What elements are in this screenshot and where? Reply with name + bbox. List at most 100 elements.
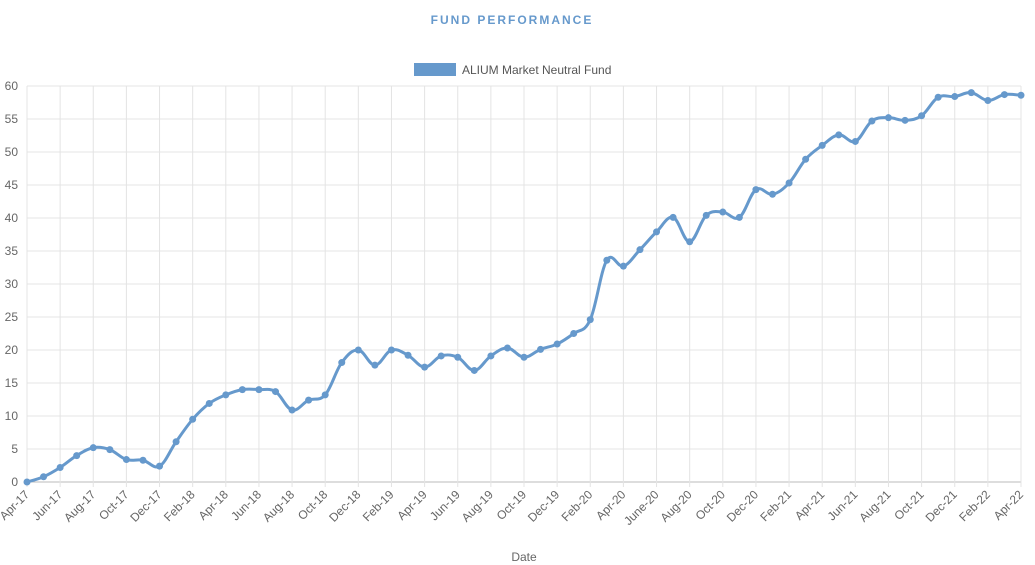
x-tick-label: June-20 xyxy=(621,487,662,528)
data-point[interactable] xyxy=(40,473,48,481)
data-point[interactable] xyxy=(735,213,743,221)
data-point[interactable] xyxy=(669,213,677,221)
data-point[interactable] xyxy=(769,190,776,198)
data-point[interactable] xyxy=(719,208,727,216)
data-point[interactable] xyxy=(951,93,959,101)
x-tick-label: Dec-19 xyxy=(525,487,562,524)
data-point[interactable] xyxy=(636,246,644,254)
data-point[interactable] xyxy=(354,346,362,354)
data-point[interactable] xyxy=(139,456,147,464)
x-tick-label: Feb-22 xyxy=(956,487,993,524)
x-axis-title: Date xyxy=(511,550,537,564)
x-tick-label: Apr-21 xyxy=(792,487,828,523)
data-point[interactable] xyxy=(503,344,511,352)
x-tick-label: Dec-17 xyxy=(127,487,164,524)
data-point[interactable] xyxy=(553,340,561,348)
y-tick-label: 20 xyxy=(5,343,19,357)
data-point[interactable] xyxy=(702,211,710,219)
data-point[interactable] xyxy=(785,179,793,187)
x-tick-label: Dec-18 xyxy=(326,487,363,524)
data-point[interactable] xyxy=(487,352,495,360)
data-point[interactable] xyxy=(586,316,594,324)
data-point[interactable] xyxy=(570,330,578,337)
data-point[interactable] xyxy=(288,406,296,414)
x-tick-label: Aug-17 xyxy=(61,487,98,524)
data-point[interactable] xyxy=(918,112,926,120)
data-point[interactable] xyxy=(238,386,246,394)
data-point[interactable] xyxy=(967,89,975,97)
data-point[interactable] xyxy=(835,131,843,139)
y-axis-ticks: 0 5 10 15 20 25 30 35 40 45 50 55 60 xyxy=(5,79,19,489)
data-point[interactable] xyxy=(122,456,130,464)
data-point[interactable] xyxy=(686,238,694,246)
x-tick-label: Jun-19 xyxy=(427,487,463,523)
data-point[interactable] xyxy=(56,463,64,471)
y-tick-label: 35 xyxy=(5,244,19,258)
data-point[interactable] xyxy=(884,114,892,122)
x-tick-label: Apr-18 xyxy=(196,487,232,523)
grid xyxy=(26,85,1022,487)
data-point[interactable] xyxy=(653,228,661,236)
data-point[interactable] xyxy=(305,396,313,404)
data-point[interactable] xyxy=(851,137,859,145)
y-tick-label: 40 xyxy=(5,211,19,225)
legend[interactable]: ALIUM Market Neutral Fund xyxy=(414,63,611,77)
data-point[interactable] xyxy=(470,366,478,374)
data-point[interactable] xyxy=(404,351,412,359)
chart-title: FUND PERFORMANCE xyxy=(431,13,594,27)
x-tick-label: Dec-21 xyxy=(923,487,960,524)
x-tick-label: Oct-19 xyxy=(494,487,530,523)
x-tick-label: Feb-18 xyxy=(161,487,198,524)
y-tick-label: 5 xyxy=(11,442,18,456)
data-point[interactable] xyxy=(537,345,545,353)
data-point[interactable] xyxy=(752,186,760,194)
x-tick-label: Apr-22 xyxy=(991,487,1027,523)
data-point[interactable] xyxy=(172,438,180,446)
data-point[interactable] xyxy=(454,353,462,361)
data-point[interactable] xyxy=(189,415,197,423)
data-point[interactable] xyxy=(205,399,213,407)
series-layer xyxy=(23,89,1025,486)
data-point[interactable] xyxy=(73,452,81,460)
y-tick-label: 10 xyxy=(5,409,19,423)
data-point[interactable] xyxy=(437,352,445,360)
data-point[interactable] xyxy=(272,388,279,396)
data-point[interactable] xyxy=(338,359,346,367)
data-point[interactable] xyxy=(868,117,876,125)
y-tick-label: 15 xyxy=(5,376,19,390)
data-point[interactable] xyxy=(106,446,114,454)
x-tick-label: Dec-20 xyxy=(724,487,761,524)
x-tick-label: Feb-19 xyxy=(360,487,397,524)
data-point[interactable] xyxy=(1000,91,1008,99)
data-point[interactable] xyxy=(520,353,528,361)
data-point[interactable] xyxy=(818,141,826,149)
data-point[interactable] xyxy=(387,346,395,354)
x-tick-label: Apr-17 xyxy=(0,487,32,523)
data-point[interactable] xyxy=(371,361,379,369)
x-tick-label: Feb-21 xyxy=(757,487,794,524)
legend-label-alium-market-neutral-fund: ALIUM Market Neutral Fund xyxy=(462,63,611,77)
x-tick-label: Feb-20 xyxy=(559,487,596,524)
data-point[interactable] xyxy=(89,444,97,452)
data-point[interactable] xyxy=(23,478,31,486)
data-point[interactable] xyxy=(603,256,611,264)
x-tick-label: Oct-17 xyxy=(96,487,132,523)
data-point[interactable] xyxy=(421,363,429,371)
data-point[interactable] xyxy=(156,462,164,470)
data-point[interactable] xyxy=(934,93,942,101)
data-point[interactable] xyxy=(1017,91,1025,99)
legend-swatch xyxy=(414,63,456,76)
data-point[interactable] xyxy=(802,155,810,163)
data-point[interactable] xyxy=(619,262,627,270)
x-tick-label: Aug-20 xyxy=(658,487,695,524)
data-point[interactable] xyxy=(901,116,909,124)
data-point[interactable] xyxy=(255,386,263,394)
x-tick-label: Apr-19 xyxy=(394,487,430,523)
data-point[interactable] xyxy=(222,391,230,399)
x-tick-label: Aug-21 xyxy=(856,487,893,524)
data-point[interactable] xyxy=(321,391,329,399)
x-tick-label: Jun-18 xyxy=(228,487,264,523)
data-point[interactable] xyxy=(984,97,992,105)
x-tick-label: Oct-18 xyxy=(295,487,331,523)
x-axis-ticks: Apr-17Jun-17Aug-17Oct-17Dec-17Feb-18Apr-… xyxy=(0,487,1026,528)
